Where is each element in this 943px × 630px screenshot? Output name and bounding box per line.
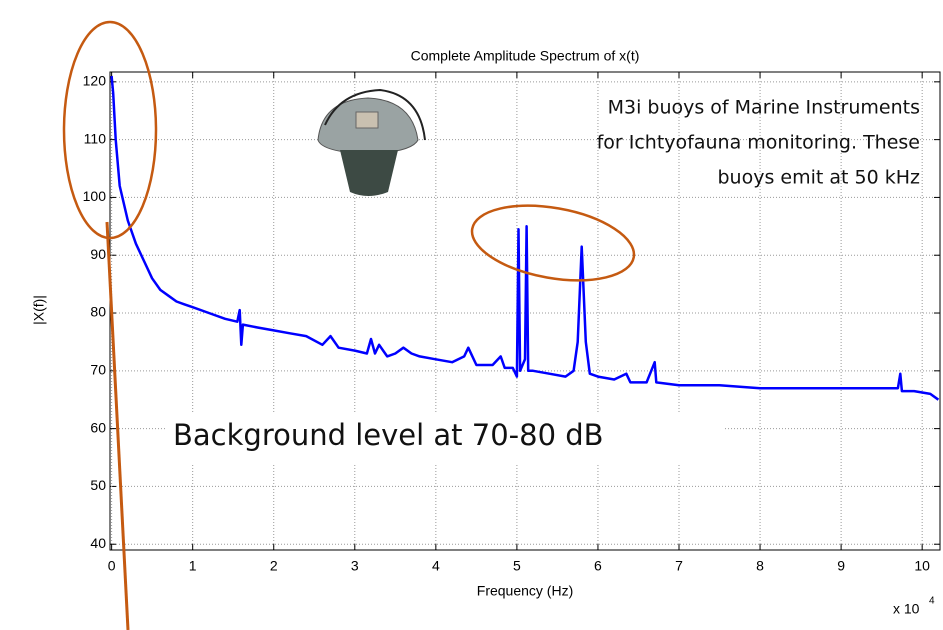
plot — [110, 75, 940, 401]
buoy-image — [317, 88, 426, 196]
background-note: Background level at 70-80 dB — [173, 418, 604, 452]
x-tick-label: 9 — [837, 558, 845, 574]
annotation-line: M3i buoys of Marine Instruments — [608, 97, 920, 119]
x-tick-label: 8 — [756, 558, 764, 574]
x-tick-label: 0 — [108, 558, 116, 574]
x-tick-label: 2 — [270, 558, 278, 574]
annotation-line: for Ichtyofauna monitoring. These — [597, 132, 920, 154]
highlight-ellipse — [62, 20, 158, 240]
spectrum-line — [110, 75, 940, 401]
y-tick-label: 70 — [90, 362, 106, 378]
x-tick-label: 7 — [675, 558, 683, 574]
y-axis-label: |X(f)| — [31, 295, 47, 325]
plot-frame — [109, 71, 941, 551]
x-tick-label: 1 — [189, 558, 197, 574]
y-tick-label: 80 — [90, 304, 106, 320]
y-tick-label: 60 — [90, 419, 106, 435]
highlight-ellipse — [470, 204, 636, 282]
x-multiplier-exponent: 4 — [929, 596, 935, 607]
x-tick-label: 4 — [432, 558, 440, 574]
x-tick-label: 10 — [914, 558, 930, 574]
x-tick-label: 5 — [513, 558, 521, 574]
chart-title: Complete Amplitude Spectrum of x(t) — [411, 48, 640, 64]
x-multiplier: x 10 — [893, 601, 920, 617]
annotation-line: buoys emit at 50 kHz — [718, 167, 921, 189]
y-tick-label: 50 — [90, 477, 106, 493]
note-box — [165, 412, 725, 464]
x-tick-label: 3 — [351, 558, 359, 574]
y-tick-label: 120 — [83, 73, 107, 89]
y-tick-label: 100 — [83, 188, 107, 204]
x-axis-label: Frequency (Hz) — [477, 583, 573, 599]
y-tick-label: 90 — [90, 246, 106, 262]
x-tick-label: 6 — [594, 558, 602, 574]
y-tick-label: 40 — [90, 535, 106, 551]
y-tick-label: 110 — [84, 130, 107, 146]
pointer-line — [105, 221, 130, 630]
